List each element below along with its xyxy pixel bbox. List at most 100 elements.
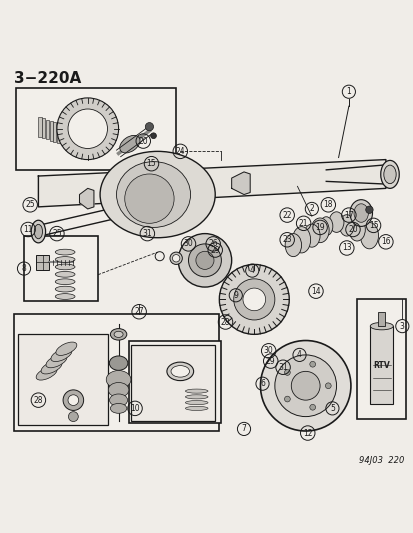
Ellipse shape: [55, 271, 75, 277]
Circle shape: [68, 109, 107, 149]
Ellipse shape: [172, 255, 179, 262]
Ellipse shape: [55, 286, 75, 292]
Ellipse shape: [292, 227, 310, 253]
Text: 22: 22: [282, 211, 291, 220]
Circle shape: [365, 206, 372, 213]
Bar: [18, 334, 108, 425]
Circle shape: [150, 133, 156, 139]
Ellipse shape: [110, 329, 126, 340]
Circle shape: [145, 123, 153, 131]
Text: 31: 31: [142, 229, 152, 238]
Text: 25: 25: [52, 229, 62, 238]
Text: 29: 29: [210, 246, 219, 255]
Ellipse shape: [109, 394, 127, 406]
Circle shape: [284, 369, 290, 375]
Text: 29: 29: [265, 357, 275, 366]
Ellipse shape: [55, 249, 75, 255]
Text: 17: 17: [343, 211, 353, 220]
Text: 11: 11: [23, 225, 33, 234]
Ellipse shape: [100, 151, 215, 238]
Ellipse shape: [109, 356, 128, 370]
Ellipse shape: [124, 174, 174, 223]
Text: 26: 26: [208, 239, 218, 248]
Ellipse shape: [185, 406, 207, 410]
Ellipse shape: [46, 354, 67, 368]
Text: 7: 7: [241, 424, 246, 433]
Text: 16: 16: [380, 237, 390, 246]
Ellipse shape: [41, 361, 62, 374]
Circle shape: [291, 372, 319, 400]
Bar: [356, 300, 406, 418]
Bar: [36, 255, 49, 270]
Text: 20: 20: [138, 136, 148, 146]
Ellipse shape: [353, 204, 368, 222]
Ellipse shape: [108, 383, 128, 397]
Ellipse shape: [31, 220, 45, 243]
Bar: [128, 341, 221, 423]
Text: 9: 9: [233, 291, 237, 300]
Text: 12: 12: [302, 429, 312, 438]
Text: 28: 28: [220, 318, 230, 327]
Circle shape: [309, 361, 315, 367]
Ellipse shape: [119, 135, 140, 153]
Text: 94J03  220: 94J03 220: [358, 456, 404, 465]
Text: 14: 14: [311, 287, 320, 296]
Ellipse shape: [34, 224, 43, 239]
Bar: [42, 118, 45, 138]
Text: 6: 6: [259, 379, 264, 388]
Text: 3−220A: 3−220A: [14, 71, 81, 86]
Bar: [377, 312, 384, 326]
Circle shape: [57, 98, 118, 159]
Ellipse shape: [349, 200, 372, 227]
Text: RTV: RTV: [373, 361, 389, 370]
Bar: [24, 236, 98, 302]
Ellipse shape: [166, 362, 193, 381]
Text: 5: 5: [329, 404, 334, 413]
Ellipse shape: [55, 279, 75, 285]
Circle shape: [63, 390, 83, 410]
Bar: [14, 314, 219, 431]
Ellipse shape: [56, 342, 77, 356]
Text: 24: 24: [175, 147, 185, 156]
Text: 18: 18: [323, 200, 332, 209]
Bar: [46, 120, 49, 140]
Circle shape: [68, 395, 78, 406]
Ellipse shape: [319, 217, 332, 236]
Text: 10: 10: [130, 404, 140, 413]
Circle shape: [274, 355, 336, 417]
Text: 23: 23: [282, 235, 291, 244]
Circle shape: [325, 383, 330, 389]
Bar: [16, 87, 176, 170]
Ellipse shape: [303, 224, 319, 247]
Circle shape: [178, 233, 231, 287]
Text: 30: 30: [183, 239, 193, 248]
Ellipse shape: [110, 403, 126, 413]
Text: 4: 4: [249, 266, 254, 275]
Polygon shape: [38, 159, 385, 207]
Text: 15: 15: [368, 221, 377, 230]
Text: 28: 28: [33, 395, 43, 405]
Bar: [53, 122, 56, 142]
Ellipse shape: [171, 366, 189, 377]
Text: 25: 25: [25, 200, 35, 209]
Ellipse shape: [55, 256, 75, 262]
Text: 3: 3: [399, 321, 404, 330]
Ellipse shape: [339, 215, 354, 236]
Ellipse shape: [114, 332, 123, 337]
Bar: [60, 125, 64, 144]
Text: 20: 20: [347, 225, 357, 234]
Circle shape: [219, 264, 289, 334]
Circle shape: [284, 396, 290, 402]
Ellipse shape: [383, 165, 395, 184]
Ellipse shape: [328, 212, 343, 232]
Text: 2: 2: [309, 205, 313, 213]
Circle shape: [188, 244, 221, 277]
Bar: [38, 117, 42, 137]
Bar: [50, 121, 53, 141]
Ellipse shape: [369, 322, 392, 330]
Ellipse shape: [348, 218, 364, 241]
Text: 13: 13: [341, 244, 351, 253]
Text: 4: 4: [297, 350, 301, 359]
Circle shape: [242, 288, 265, 311]
Text: 8: 8: [21, 264, 26, 273]
